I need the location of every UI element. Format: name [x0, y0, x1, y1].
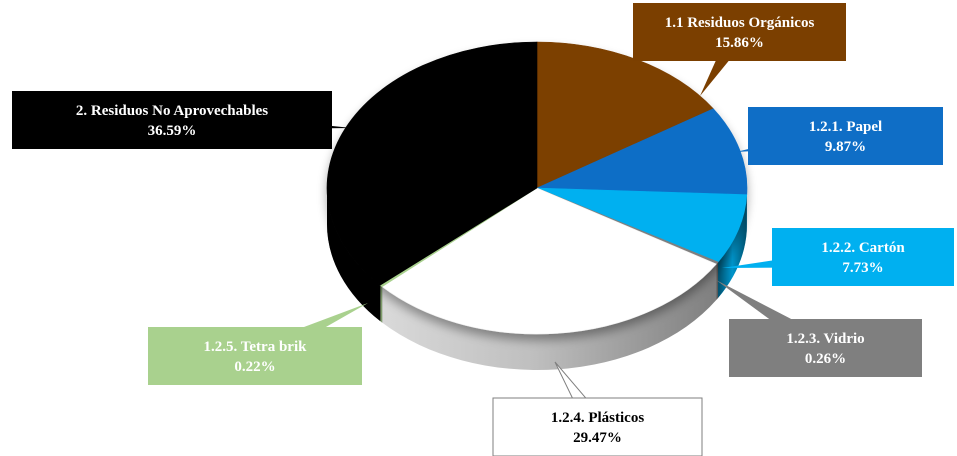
callout-1-2-3-vidrio: 1.2.3. Vidrio 0.26% — [716, 280, 922, 377]
slice-label: 1.2.5. Tetra brik — [204, 339, 308, 355]
slice-label: 1.1 Residuos Orgánicos — [665, 15, 815, 31]
slice-value-label: 36.59% — [148, 123, 197, 139]
slice-side-shade-2-residuos-no-aprovechables — [327, 188, 381, 322]
slice-1-2-4-plasticos[interactable] — [381, 187, 717, 335]
callout-box — [729, 319, 922, 377]
slice-value-label: 9.87% — [825, 139, 866, 155]
slice-label: 2. Residuos No Aprovechables — [76, 103, 268, 119]
callout-box — [748, 107, 943, 165]
slice-1-2-1-papel[interactable] — [536, 108, 748, 196]
slice-label: 1.2.4. Plásticos — [551, 410, 644, 426]
slice-value-label: 0.22% — [234, 359, 275, 375]
callout-1-2-1-papel: 1.2.1. Papel 9.87% — [736, 107, 943, 165]
callout-box — [148, 327, 362, 385]
slice-value-label: 0.26% — [805, 351, 846, 367]
slice-1-2-2-carton[interactable] — [536, 187, 748, 263]
slice-side-shade-1-2-2-carton — [718, 194, 747, 299]
slice-2-residuos-no-aprovechables[interactable] — [326, 41, 538, 286]
callout-box — [12, 91, 332, 149]
callout-1-2-5-tetra-brik: 1.2.5. Tetra brik 0.22% — [148, 303, 368, 385]
callout-box — [633, 3, 846, 61]
slice-value-label: 29.47% — [573, 430, 622, 446]
callout-1-2-2-carton: 1.2.2. Cartón 7.73% — [722, 228, 954, 286]
slice-value-label: 15.86% — [715, 35, 764, 51]
slice-side-1-2-4-plasticos — [382, 264, 717, 370]
callout-1-2-4-plasticos: 1.2.4. Plásticos 29.47% — [492, 361, 703, 456]
slice-label: 1.2.1. Papel — [809, 119, 882, 135]
callout-1-1-residuos-organicos: 1.1 Residuos Orgánicos 15.86% — [633, 3, 846, 96]
callout-box — [772, 228, 954, 286]
callout-2-residuos-no-aprovechables: 2. Residuos No Aprovechables 36.59% — [12, 91, 352, 149]
callout-box-fill — [494, 399, 701, 455]
slice-value-label: 7.73% — [842, 260, 883, 276]
slice-side-shade-1-2-5-tetra-brik — [380, 285, 383, 323]
slice-label: 1.2.3. Vidrio — [786, 331, 864, 347]
slice-side-shade-1-2-3-vidrio — [716, 262, 719, 301]
slice-label: 1.2.2. Cartón — [821, 240, 905, 256]
